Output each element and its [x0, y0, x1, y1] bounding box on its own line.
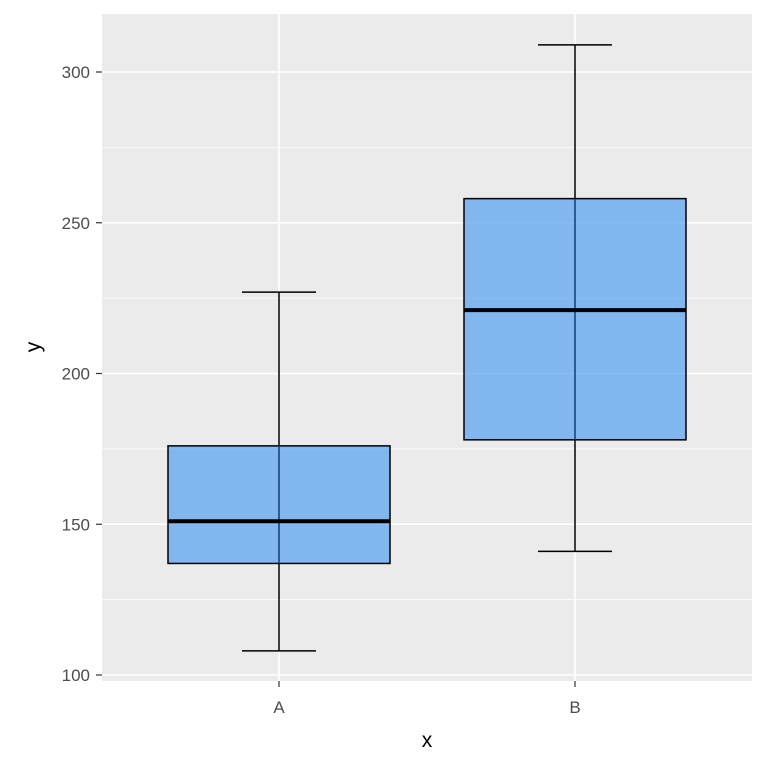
y-axis-title: y: [22, 341, 45, 352]
y-tick-label: 200: [62, 365, 90, 384]
y-tick-label: 100: [62, 666, 90, 685]
boxes: [167, 44, 687, 652]
x-axis-title: x: [422, 729, 433, 752]
box-A: [167, 291, 391, 652]
y-tick-label: 250: [62, 214, 90, 233]
x-tick-label: A: [273, 698, 285, 717]
y-tick-label: 300: [62, 63, 90, 82]
x-tick-label: B: [569, 698, 580, 717]
y-axis: 100 150 200 250 300: [62, 63, 102, 685]
box-B: [463, 44, 687, 553]
y-tick-label: 150: [62, 515, 90, 534]
